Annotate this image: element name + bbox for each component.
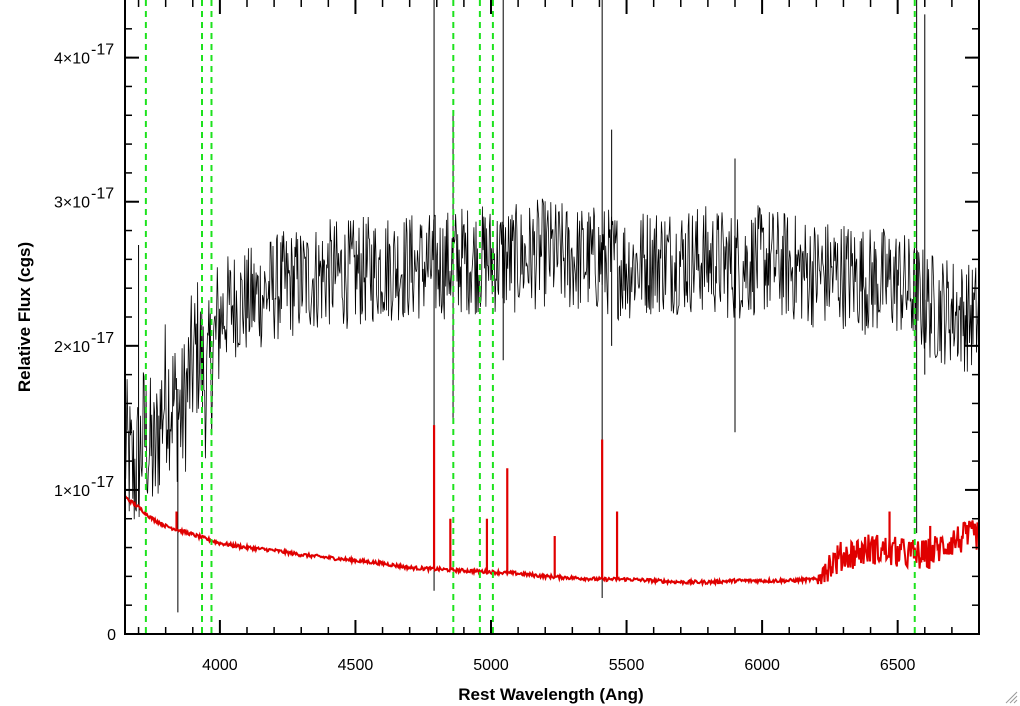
plot-frame: [124, 0, 980, 635]
x-tick-label-0: 4000: [202, 657, 238, 674]
resize-grip-icon[interactable]: [1004, 690, 1018, 704]
observed-spectrum-line: [125, 198, 979, 520]
x-tick-label-1: 4500: [338, 657, 374, 674]
tick-labels: 4000 4500 5000 5500 6000 650001×10-172×10-173…: [54, 42, 916, 674]
x-tick-label-4: 6000: [744, 657, 780, 674]
y-tick-label-2: 2×10: [54, 339, 90, 356]
y-tick-label-4: 4×10: [54, 51, 90, 68]
y-tick-exponent-2: -17: [91, 330, 114, 347]
axes: [124, 0, 980, 635]
y-tick-exponent-4: -17: [91, 42, 114, 59]
y-tick-label-3: 3×10: [54, 195, 90, 212]
y-tick-exponent-1: -17: [91, 474, 114, 491]
x-tick-label-5: 6500: [880, 657, 916, 674]
model-spectrum-line: [125, 495, 979, 588]
reference-lines-layer: [144, 0, 916, 634]
x-tick-label-3: 5500: [609, 657, 645, 674]
y-axis-title: Relative Flux (cgs): [15, 242, 34, 392]
y-tick-label-1: 1×10: [54, 483, 90, 500]
x-axis-title: Rest Wavelength (Ang): [458, 685, 643, 704]
y-tick-exponent-3: -17: [91, 186, 114, 203]
series-layer: [125, 0, 979, 613]
y-tick-label-0: 0: [107, 627, 116, 644]
x-tick-label-2: 5000: [473, 657, 509, 674]
